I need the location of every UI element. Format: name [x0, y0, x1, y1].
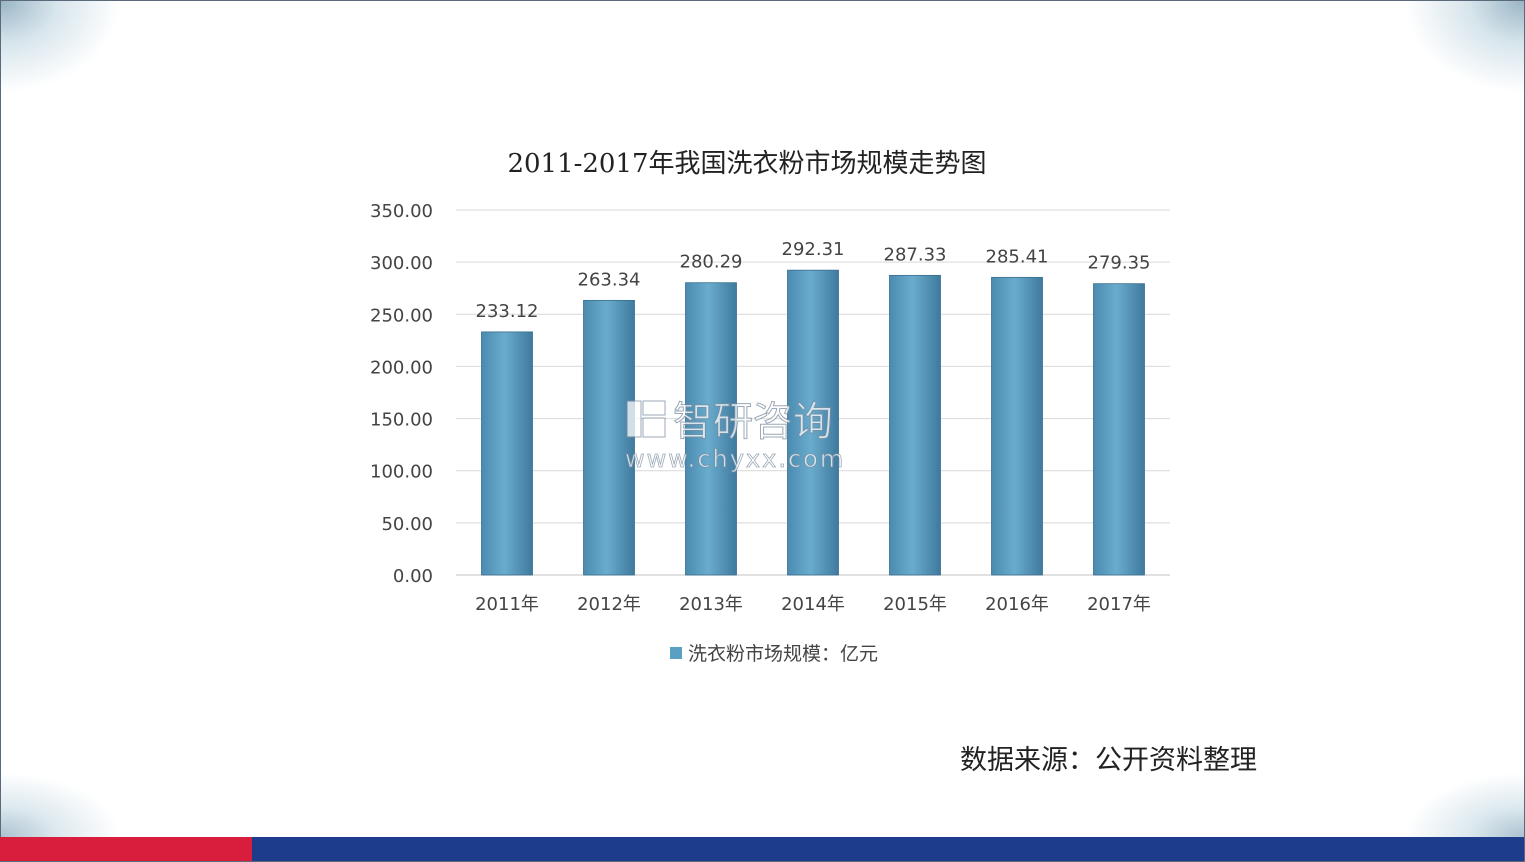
- x-tick-label: 2017年: [1087, 594, 1151, 615]
- legend: 洗衣粉市场规模：亿元: [670, 643, 878, 665]
- legend-label: 洗衣粉市场规模：亿元: [688, 643, 878, 665]
- y-tick-label: 100.00: [370, 462, 433, 483]
- y-tick-label: 350.00: [370, 201, 433, 222]
- bar: [787, 269, 839, 576]
- footer-bar-red: [0, 837, 252, 861]
- watermark-brand: 智研咨询: [673, 399, 833, 445]
- bar: [889, 274, 941, 576]
- bar: [481, 331, 533, 576]
- y-tick-label: 50.00: [381, 514, 433, 535]
- data-label: 263.34: [578, 269, 641, 290]
- footer-bar-blue: [252, 837, 1524, 861]
- legend-swatch: [670, 647, 682, 659]
- bar: [685, 282, 737, 576]
- corner-decoration-bottom-left: [1, 767, 131, 837]
- watermark-logo-icon: [626, 400, 666, 438]
- data-label: 233.12: [476, 301, 539, 322]
- chart-title: 2011-2017年我国洗衣粉市场规模走势图: [507, 149, 986, 179]
- corner-decoration-top-left: [1, 1, 131, 101]
- y-tick-label: 150.00: [370, 410, 433, 431]
- x-tick-label: 2013年: [679, 594, 743, 615]
- x-tick-label: 2012年: [577, 594, 641, 615]
- bar: [583, 299, 635, 576]
- x-axis-ticks: 2011年 2012年 2013年 2014年 2015年 2016年 2017年: [475, 594, 1151, 615]
- y-axis-ticks: 0.00 50.00 100.00 150.00 200.00 250.00 300.00 3…: [370, 201, 433, 587]
- data-label: 279.35: [1088, 253, 1151, 274]
- bar: [991, 276, 1043, 576]
- corner-decoration-bottom-right: [1394, 767, 1524, 837]
- y-tick-label: 0.00: [393, 566, 433, 587]
- data-label: 285.41: [986, 246, 1049, 267]
- data-label: 280.29: [680, 252, 743, 273]
- x-tick-label: 2014年: [781, 594, 845, 615]
- x-tick-label: 2016年: [985, 594, 1049, 615]
- x-tick-label: 2015年: [883, 594, 947, 615]
- bar: [1093, 283, 1145, 576]
- watermark-url: www.chyxx.com: [625, 445, 845, 473]
- data-label: 292.31: [782, 239, 845, 260]
- watermark: 智研咨询 www.chyxx.com: [625, 399, 845, 474]
- bars: [481, 269, 1145, 576]
- x-tick-label: 2011年: [475, 594, 539, 615]
- data-labels: 233.12 263.34 280.29 292.31 287.33 285.41 279.…: [476, 239, 1151, 322]
- y-tick-label: 250.00: [370, 305, 433, 326]
- data-label: 287.33: [884, 244, 947, 265]
- y-tick-label: 200.00: [370, 357, 433, 378]
- y-tick-label: 300.00: [370, 253, 433, 274]
- corner-decoration-top-right: [1394, 1, 1524, 101]
- source-note: 数据来源：公开资料整理: [960, 745, 1257, 776]
